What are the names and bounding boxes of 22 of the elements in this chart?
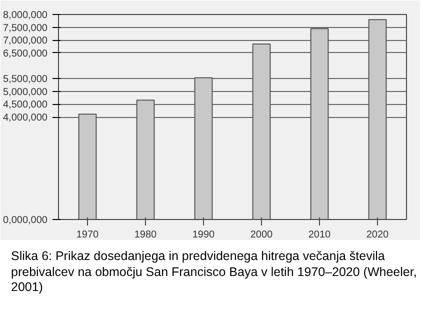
x-tick-label: 2010 [308,230,332,240]
bar [368,19,387,220]
text: Slika 6: Prikaz dosedanjega in predvidenega hitrega večanja števila prebivalcev na območju San Francisco Baya v letih 1970–2020 (Wheeler, 2001) [11,249,418,296]
x-tick-label: 1970 [76,230,100,240]
bar [310,28,329,220]
bar [78,114,97,220]
x-tick-label: 2020 [366,230,390,240]
y-tick-label: 4,000,000 [3,112,48,124]
y-tick-label: 4,500,000 [3,100,48,111]
y-tick-label: 5,500,000 [3,74,48,86]
x-tick-label: 1990 [192,230,216,240]
bar [136,100,155,220]
y-tick-label: 8,000,000 [3,10,48,21]
y-tick-label: 5,000,000 [3,86,48,98]
y-tick-label: 6,500,000 [3,48,48,60]
y-tick-label: 0,000,000 [3,215,48,226]
bar [252,43,271,220]
y-tick-label: 7,500,000 [3,22,48,34]
y-tick-label: 7,000,000 [3,36,48,47]
x-tick-label: 1980 [134,230,158,240]
x-tick-label: 2000 [250,230,274,240]
bar [194,77,213,220]
